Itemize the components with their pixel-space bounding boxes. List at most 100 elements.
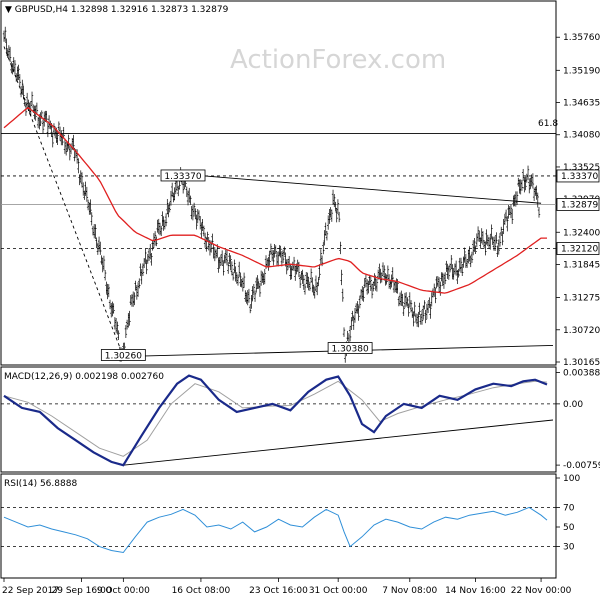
candle bbox=[238, 261, 241, 277]
rsi-layer: 100 70 50 30 bbox=[1, 474, 580, 554]
candle bbox=[186, 190, 190, 206]
candle bbox=[372, 281, 375, 292]
candle bbox=[463, 247, 466, 263]
candle bbox=[529, 178, 532, 189]
candle bbox=[169, 190, 173, 206]
candle bbox=[197, 210, 201, 220]
rsi-panel-frame bbox=[0, 473, 557, 579]
candle bbox=[517, 177, 520, 187]
y-tick-label: 1.33525 bbox=[563, 163, 600, 173]
candle bbox=[452, 267, 455, 280]
candle bbox=[246, 290, 249, 306]
rsi-title: RSI(14) 56.8888 bbox=[4, 479, 77, 489]
candle bbox=[365, 279, 369, 295]
candle bbox=[67, 134, 70, 149]
candle bbox=[247, 288, 251, 303]
x-tick-label: 23 Oct 16:00 bbox=[249, 586, 308, 596]
candle bbox=[402, 305, 405, 316]
candle bbox=[481, 231, 485, 245]
candle bbox=[458, 257, 461, 272]
candle bbox=[491, 236, 494, 245]
candle bbox=[51, 132, 54, 148]
rsi-y-tick-label: 100 bbox=[563, 474, 580, 484]
candle bbox=[240, 278, 243, 288]
rsi-y-tick-label: 30 bbox=[563, 543, 575, 553]
candle bbox=[430, 292, 433, 307]
candle bbox=[248, 304, 252, 314]
candle bbox=[497, 239, 500, 255]
candle bbox=[205, 237, 208, 252]
candle bbox=[326, 215, 330, 230]
candle bbox=[426, 301, 430, 314]
candle bbox=[528, 178, 531, 194]
candle bbox=[353, 308, 357, 323]
candle bbox=[536, 192, 539, 208]
candle bbox=[482, 240, 486, 249]
candle bbox=[330, 209, 334, 222]
candle bbox=[381, 262, 385, 276]
candle bbox=[413, 301, 416, 317]
candle bbox=[515, 191, 519, 205]
candle bbox=[362, 287, 365, 302]
candle bbox=[39, 112, 42, 127]
candle bbox=[192, 202, 196, 215]
candle bbox=[285, 259, 288, 275]
price-layer: 1.33370 1.30260 1.30380 1.35760 1.35190 1.346… bbox=[1, 26, 600, 368]
candle bbox=[222, 261, 225, 276]
candle bbox=[108, 299, 112, 310]
candle bbox=[348, 326, 352, 342]
candle bbox=[190, 206, 193, 220]
candle bbox=[102, 255, 106, 271]
candle bbox=[493, 235, 497, 251]
candle bbox=[196, 209, 199, 224]
candle bbox=[397, 296, 401, 307]
candle bbox=[340, 269, 343, 286]
x-tick-label: 22 Sep 2017 bbox=[2, 586, 59, 596]
candle bbox=[346, 330, 349, 342]
candle bbox=[160, 225, 163, 237]
candle bbox=[322, 242, 325, 255]
candle bbox=[308, 281, 312, 291]
candle bbox=[233, 259, 236, 274]
candle bbox=[97, 236, 101, 252]
candle bbox=[525, 173, 529, 183]
macd-signal-line bbox=[3, 380, 548, 457]
axis-level-2-box bbox=[556, 242, 600, 255]
annotation-0: 1.33370 bbox=[160, 169, 206, 182]
macd-y-tick-label: 0.003881 bbox=[563, 369, 600, 379]
candle bbox=[85, 186, 89, 202]
candle bbox=[244, 290, 247, 302]
axis-current-price-label: 1.32879 bbox=[561, 200, 598, 210]
candle bbox=[99, 241, 102, 255]
candle bbox=[100, 255, 103, 265]
price-panel-title: ▼ GBPUSD,H4 1.32898 1.32916 1.32873 1.32… bbox=[5, 5, 229, 15]
candle bbox=[141, 263, 145, 277]
candle bbox=[298, 274, 302, 288]
rsi-y-tick-label: 70 bbox=[563, 503, 575, 513]
candle bbox=[409, 300, 413, 313]
candle bbox=[301, 269, 304, 284]
candle bbox=[447, 265, 451, 280]
x-tick-label: 9 Oct 00:00 bbox=[97, 586, 150, 596]
candle bbox=[57, 121, 61, 131]
candle bbox=[25, 92, 29, 108]
candle bbox=[507, 205, 510, 219]
annotation-label: 1.30260 bbox=[105, 351, 142, 361]
candle bbox=[235, 272, 238, 284]
candle bbox=[269, 243, 273, 255]
candle bbox=[305, 271, 308, 284]
candle bbox=[520, 179, 524, 191]
candle bbox=[487, 237, 491, 249]
candle bbox=[72, 134, 75, 151]
candle bbox=[283, 246, 286, 256]
candle bbox=[259, 270, 263, 286]
candle bbox=[289, 264, 292, 280]
candle bbox=[86, 199, 90, 211]
moving-average-line bbox=[3, 106, 547, 294]
y-tick-label: 1.32400 bbox=[563, 228, 600, 238]
upper-trendline bbox=[182, 173, 542, 204]
x-tick-label: 31 Oct 00:00 bbox=[309, 586, 368, 596]
candle bbox=[383, 265, 386, 281]
macd-layer: 0.003881 0.00 -0.007594 bbox=[1, 369, 600, 471]
